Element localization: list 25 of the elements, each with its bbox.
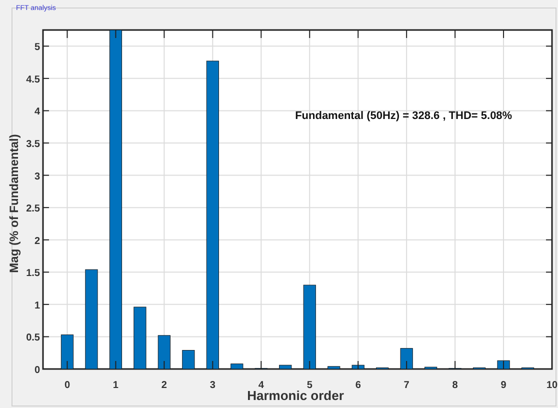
y-tick-label: 4	[34, 106, 40, 118]
y-tick-label: 2.5	[26, 204, 40, 215]
x-tick-label: 2	[161, 380, 168, 391]
x-tick-label: 4	[258, 380, 264, 391]
x-tick-label: 10	[546, 380, 558, 391]
y-tick-label: 0	[34, 365, 40, 376]
x-axis-title: Harmonic order	[247, 388, 344, 403]
y-tick-label: 1.5	[26, 268, 40, 280]
y-tick-label: 3	[34, 171, 40, 182]
y-tick-label: 1	[34, 300, 40, 312]
annotation: Fundamental (50Hz) = 328.6 , THD= 5.08%	[295, 110, 512, 122]
x-tick-label: 0	[64, 380, 70, 391]
x-tick-label: 7	[404, 380, 410, 391]
x-tick-label: 9	[500, 380, 507, 391]
y-tick-label: 5	[34, 42, 40, 54]
x-tick-label: 3	[210, 380, 216, 391]
x-tick-label: 8	[452, 380, 458, 391]
x-tick-label: 6	[355, 380, 362, 391]
y-tick-label: 2	[34, 236, 40, 247]
y-axis-title: Mag (% of Fundamental)	[7, 134, 21, 273]
y-tick-label: 3.5	[26, 139, 40, 150]
y-tick-label: 0.5	[26, 332, 40, 344]
y-tick-label: 4.5	[26, 74, 40, 86]
x-tick-label: 1	[112, 380, 119, 391]
x-tick-label: 5	[306, 380, 313, 391]
